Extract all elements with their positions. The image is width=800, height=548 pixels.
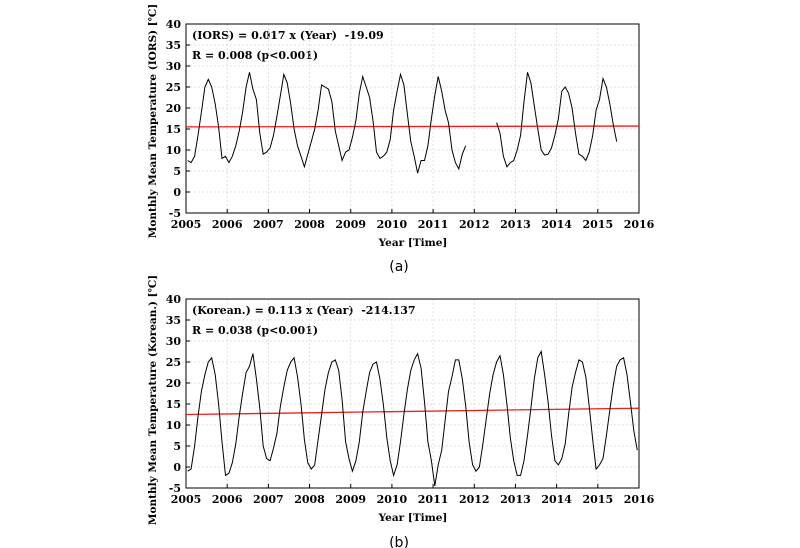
chart-panel-b: Monthly Mean Temperature (Korean.) [℃] Y… bbox=[147, 275, 655, 548]
correlation-text-b: R = 0.038 (p<0.001) bbox=[192, 324, 318, 337]
x-tick-label-b: 2013 bbox=[500, 493, 531, 506]
y-tick-label-a: 40 bbox=[166, 18, 182, 31]
x-tick-label-a: 2011 bbox=[418, 218, 449, 231]
trend-line-a bbox=[185, 125, 640, 128]
y-tick-label-b: 40 bbox=[166, 293, 182, 306]
x-tick-label-a: 2013 bbox=[500, 218, 531, 231]
y-tick-label-b: 10 bbox=[166, 419, 182, 432]
x-tick-label-b: 2009 bbox=[335, 493, 366, 506]
x-axis-title-a: Year [Time] bbox=[378, 237, 448, 249]
y-tick-label-b: 0 bbox=[173, 461, 181, 474]
y-tick-label-b: 15 bbox=[166, 398, 181, 411]
y-tick-label-a: 25 bbox=[166, 81, 181, 94]
y-tick-label-a: 0 bbox=[173, 186, 181, 199]
y-axis-title-a: Monthly Mean Temperature (IORS) [℃] bbox=[147, 4, 159, 238]
y-tick-label-b: 30 bbox=[166, 335, 182, 348]
panel-label-b: (b) bbox=[389, 535, 409, 548]
correlation-text-a: R = 0.008 (p<0.001) bbox=[192, 49, 318, 62]
y-tick-label-b: 35 bbox=[166, 314, 181, 327]
x-tick-label-b: 2016 bbox=[624, 493, 655, 506]
x-axis-title-b: Year [Time] bbox=[378, 512, 448, 524]
x-tick-label-b: 2014 bbox=[541, 493, 572, 506]
x-tick-label-b: 2007 bbox=[253, 493, 284, 506]
regression-equation-a: (IORS) = 0.017 x (Year) -19.09 bbox=[192, 29, 384, 42]
y-axis-title-b: Monthly Mean Temperature (Korean.) [℃] bbox=[147, 275, 159, 525]
y-tick-label-b: 5 bbox=[173, 440, 181, 453]
x-tick-label-a: 2015 bbox=[583, 218, 614, 231]
x-tick-label-b: 2015 bbox=[583, 493, 614, 506]
regression-equation-b: (Korean.) = 0.113 x (Year) -214.137 bbox=[192, 304, 416, 317]
plot-frame-b bbox=[185, 298, 640, 489]
y-tick-label-a: 15 bbox=[166, 123, 181, 136]
x-tick-label-a: 2016 bbox=[624, 218, 655, 231]
x-tick-label-b: 2012 bbox=[459, 493, 490, 506]
x-tick-label-a: 2009 bbox=[335, 218, 366, 231]
y-tick-label-b: 25 bbox=[166, 356, 181, 369]
temperature-series-line-a bbox=[187, 72, 618, 174]
y-tick-label-a: 10 bbox=[166, 144, 182, 157]
plot-frame-a bbox=[185, 23, 640, 214]
x-tick-label-a: 2012 bbox=[459, 218, 490, 231]
x-tick-label-a: 2008 bbox=[294, 218, 325, 231]
x-tick-label-a: 2010 bbox=[377, 218, 408, 231]
trend-line-b bbox=[185, 407, 640, 416]
x-tick-label-b: 2005 bbox=[171, 493, 202, 506]
y-tick-label-b: 20 bbox=[166, 377, 182, 390]
x-tick-label-b: 2006 bbox=[212, 493, 243, 506]
y-tick-label-b: -5 bbox=[169, 482, 181, 495]
y-tick-label-a: 30 bbox=[166, 60, 182, 73]
x-tick-label-a: 2006 bbox=[212, 218, 243, 231]
chart-panel-a: Monthly Mean Temperature (IORS) [℃] Year… bbox=[147, 4, 655, 275]
y-tick-label-a: 20 bbox=[166, 102, 182, 115]
panel-label-a: (a) bbox=[389, 259, 409, 275]
y-tick-label-a: -5 bbox=[169, 207, 181, 220]
y-tick-label-a: 5 bbox=[173, 165, 181, 178]
x-tick-label-b: 2010 bbox=[377, 493, 408, 506]
temperature-series-line-b bbox=[187, 349, 638, 486]
x-tick-label-a: 2005 bbox=[171, 218, 202, 231]
x-tick-label-b: 2008 bbox=[294, 493, 325, 506]
y-tick-label-a: 35 bbox=[166, 39, 181, 52]
x-tick-label-a: 2014 bbox=[541, 218, 572, 231]
x-tick-label-a: 2007 bbox=[253, 218, 284, 231]
x-tick-label-b: 2011 bbox=[418, 493, 449, 506]
